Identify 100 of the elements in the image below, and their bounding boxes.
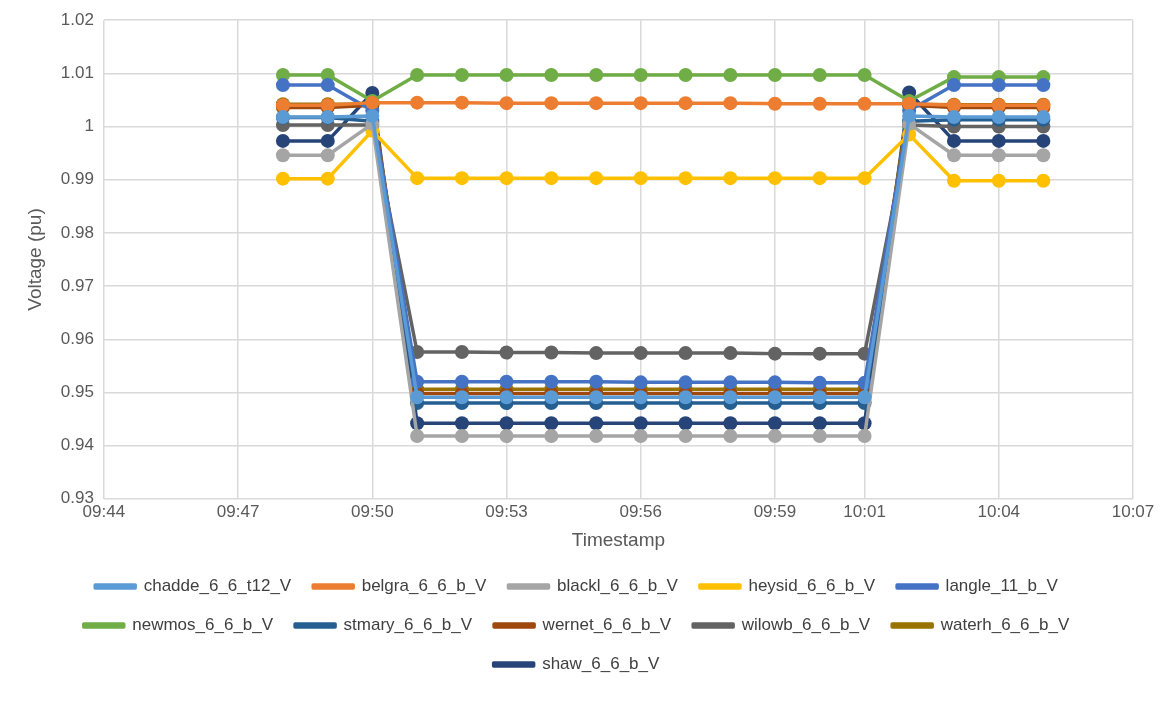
- point: [812, 416, 827, 431]
- point: [723, 429, 738, 444]
- point: [589, 67, 604, 82]
- point: [767, 346, 782, 361]
- point: [544, 171, 559, 186]
- y-axis-title: Voltage (pu): [23, 208, 45, 311]
- point: [812, 390, 827, 405]
- point: [410, 67, 425, 82]
- point: [499, 171, 514, 186]
- legend-label: belgra_6_6_b_V: [361, 576, 488, 596]
- point: [857, 429, 872, 444]
- point: [275, 133, 290, 148]
- point: [544, 96, 559, 111]
- point: [946, 173, 961, 188]
- point: [723, 375, 738, 390]
- point: [499, 96, 514, 111]
- point: [320, 148, 335, 163]
- point: [767, 96, 782, 111]
- x-tick-label: 09:47: [216, 501, 260, 521]
- point: [767, 67, 782, 82]
- point: [857, 67, 872, 82]
- point: [678, 171, 693, 186]
- point: [499, 416, 514, 431]
- point: [1036, 133, 1051, 148]
- point: [544, 67, 559, 82]
- point: [499, 345, 514, 360]
- point: [544, 416, 559, 431]
- point: [991, 78, 1006, 93]
- point: [812, 171, 827, 186]
- x-tick-label: 09:56: [619, 501, 662, 521]
- point: [812, 429, 827, 444]
- legend-label: newmos_6_6_b_V: [132, 615, 274, 635]
- point: [946, 148, 961, 163]
- point: [633, 171, 648, 186]
- point: [454, 95, 469, 110]
- point: [991, 133, 1006, 148]
- point: [991, 173, 1006, 188]
- point: [589, 346, 604, 361]
- point: [320, 133, 335, 148]
- legend-label: wilowb_6_6_b_V: [740, 615, 871, 635]
- point: [589, 390, 604, 405]
- point: [454, 67, 469, 82]
- legend-label: blackl_6_6_b_V: [556, 576, 679, 596]
- point: [589, 96, 604, 111]
- y-tick-label: 0.94: [60, 435, 94, 455]
- point: [767, 429, 782, 444]
- point: [723, 416, 738, 431]
- x-tick-label: 09:53: [485, 501, 528, 521]
- legend-label: langle_11_b_V: [945, 576, 1059, 596]
- point: [410, 390, 425, 405]
- point: [499, 429, 514, 444]
- y-tick-label: 0.95: [60, 382, 94, 402]
- point: [812, 346, 827, 361]
- point: [767, 390, 782, 405]
- y-tick-label: 1.02: [60, 9, 94, 29]
- point: [365, 108, 380, 123]
- point: [812, 96, 827, 111]
- point: [544, 345, 559, 360]
- point: [902, 108, 917, 123]
- point: [633, 96, 648, 111]
- point: [454, 171, 469, 186]
- point: [589, 171, 604, 186]
- point: [723, 346, 738, 361]
- y-tick-label: 0.96: [60, 328, 94, 348]
- point: [678, 346, 693, 361]
- legend-label: shaw_6_6_b_V: [542, 654, 661, 674]
- point: [946, 133, 961, 148]
- point: [723, 390, 738, 405]
- point: [454, 345, 469, 360]
- point: [1036, 148, 1051, 163]
- point: [633, 375, 648, 390]
- x-tick-label: 09:50: [351, 501, 394, 521]
- point: [320, 78, 335, 93]
- point: [275, 78, 290, 93]
- point: [723, 67, 738, 82]
- point: [633, 67, 648, 82]
- point: [633, 346, 648, 361]
- y-tick-label: 0.99: [60, 169, 94, 189]
- point: [454, 429, 469, 444]
- point: [633, 416, 648, 431]
- y-tick-label: 1: [84, 116, 94, 136]
- point: [678, 67, 693, 82]
- point: [589, 374, 604, 389]
- x-axis-title: Timestamp: [571, 528, 666, 550]
- y-tick-label: 0.98: [60, 222, 94, 242]
- point: [589, 416, 604, 431]
- point: [275, 171, 290, 186]
- point: [678, 416, 693, 431]
- point: [410, 171, 425, 186]
- point: [991, 148, 1006, 163]
- x-tick-label: 09:59: [753, 501, 797, 521]
- point: [320, 171, 335, 186]
- point: [857, 96, 872, 111]
- point: [589, 429, 604, 444]
- point: [812, 67, 827, 82]
- point: [499, 67, 514, 82]
- point: [1036, 173, 1051, 188]
- legend-label: waterh_6_6_b_V: [939, 615, 1070, 635]
- point: [946, 78, 961, 93]
- point: [767, 416, 782, 431]
